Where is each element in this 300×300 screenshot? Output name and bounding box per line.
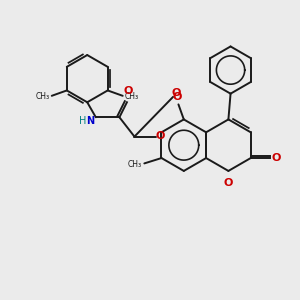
Text: CH₃: CH₃	[35, 92, 50, 101]
Text: N: N	[86, 116, 94, 126]
Text: H: H	[79, 116, 87, 126]
Text: O: O	[123, 86, 133, 96]
Text: CH₃: CH₃	[125, 92, 139, 101]
Text: O: O	[172, 88, 181, 98]
Text: O: O	[155, 130, 165, 140]
Text: O: O	[173, 92, 182, 102]
Text: O: O	[224, 178, 233, 188]
Text: O: O	[272, 153, 281, 163]
Text: CH₃: CH₃	[128, 160, 142, 169]
